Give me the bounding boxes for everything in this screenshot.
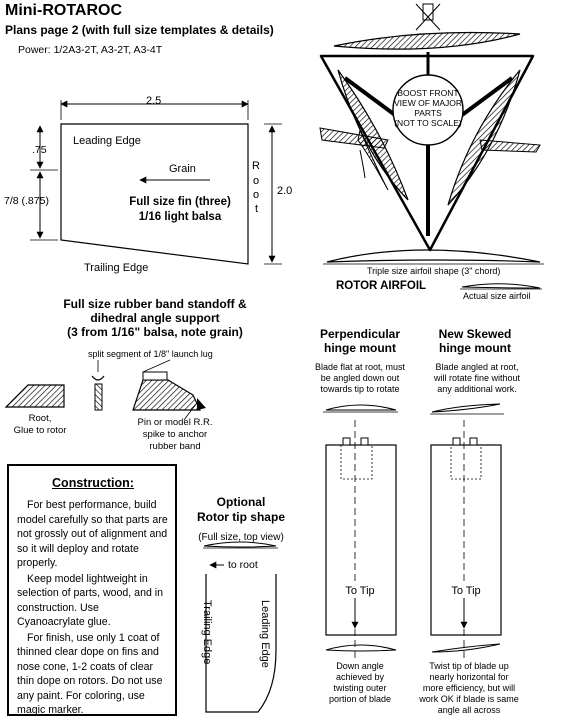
- fin-trailing-edge: Trailing Edge: [84, 262, 149, 274]
- skewed-hinge-drawing: [430, 403, 504, 660]
- fin-template: [30, 100, 282, 265]
- perp-bottom-line: achieved by: [335, 672, 385, 682]
- standoff-detail: [4, 359, 206, 421]
- standoff-pin-line: Pin or model R.R.: [137, 417, 213, 428]
- perp-desc-line: be angled down out: [320, 373, 400, 383]
- rotor-tip-title-line: Rotor tip shape: [196, 510, 285, 524]
- skew-title-line: New Skewed: [438, 327, 512, 341]
- standoff-pin-line: spike to anchor: [142, 429, 208, 440]
- triple-airfoil: [326, 249, 541, 263]
- fin-height-dim: 2.0: [277, 185, 293, 197]
- skew-bottom-line: work OK if blade is same: [419, 694, 519, 704]
- fin-label-line1: Full size fin (three): [129, 196, 231, 208]
- rotor-tip-drawing: [203, 541, 278, 713]
- page-title: Mini-ROTAROC: [5, 2, 123, 19]
- rotor-tip-trailing-edge: Trailing Edge: [201, 600, 213, 665]
- fin-leading-edge: Leading Edge: [73, 135, 141, 147]
- rotor-tip-to-root: to root: [228, 559, 258, 571]
- page-subtitle: Plans page 2 (with full size templates &…: [5, 23, 274, 37]
- fin-dim-top: .75: [32, 144, 47, 156]
- fin-label-line2: 1/16 light balsa: [138, 211, 222, 223]
- construction-paragraph: For best performance, build model carefu…: [17, 499, 168, 569]
- airfoil-triple-label: Triple size airfoil shape (3" chord): [367, 266, 501, 276]
- airfoil-shapes: [323, 249, 544, 290]
- boost-center-circle: [392, 74, 464, 146]
- standoff-title-line: Full size rubber band standoff &: [63, 297, 247, 311]
- fin-outline: [60, 123, 249, 265]
- skew-bottom-line: Twist tip of blade up: [429, 661, 509, 671]
- standoff-title-line: (3 from 1/16" balsa, note grain): [67, 325, 243, 339]
- perp-title-line: Perpendicular: [319, 327, 401, 341]
- skew-to-tip: To Tip: [436, 585, 496, 598]
- boost-view-line: VIEW OF MAJOR: [394, 98, 462, 108]
- fin-root-letter: t: [255, 203, 259, 215]
- fin-grain-label: Grain: [169, 163, 196, 175]
- fin-root-letter: R: [252, 160, 260, 172]
- airfoil-actual-label: Actual size airfoil: [463, 291, 531, 301]
- standoff-pin-line: rubber band: [149, 441, 201, 452]
- perp-bottom-line: Down angle: [336, 661, 384, 671]
- fin-root-letter: o: [253, 175, 260, 187]
- fin-width-dim: 2.5: [146, 95, 162, 107]
- skew-bottom-line: nearly horizontal for: [429, 672, 509, 682]
- rotor-tip-leading-edge: Leading Edge: [259, 600, 271, 668]
- skew-bottom-line: angle all across: [437, 705, 501, 715]
- perp-bottom-line: twisting outer: [333, 683, 387, 693]
- perp-to-tip: To Tip: [330, 585, 390, 598]
- airfoil-title: ROTOR AIRFOIL: [336, 280, 427, 292]
- skew-desc-line: Blade angled at root,: [435, 362, 519, 372]
- standoff-split-label: split segment of 1/8" launch lug: [88, 349, 213, 359]
- skew-desc-line: any additional work.: [437, 384, 517, 394]
- boost-view-line: (NOT TO SCALE): [394, 118, 462, 128]
- skew-desc-line: will rotate fine without: [433, 373, 521, 383]
- standoff-title-line: dihedral angle support: [90, 311, 220, 325]
- rotor-tip-title-line: Optional: [216, 495, 266, 509]
- construction-paragraph: Keep model lightweight in selection of p…: [17, 572, 164, 629]
- perp-desc-line: Blade flat at root, must: [314, 362, 406, 372]
- perp-bottom-line: portion of blade: [328, 694, 392, 704]
- boost-view-line: PARTS: [414, 108, 442, 118]
- construction-paragraph: For finish, use only 1 coat of thinned c…: [17, 631, 163, 717]
- standoff-root-line: Root,: [28, 413, 52, 424]
- rotor-tip-subtitle: (Full size, top view): [198, 532, 284, 543]
- standoff-root-shape: [4, 384, 65, 408]
- standoff-mounted-shape: [132, 379, 201, 411]
- construction-box: Construction: For best performance, buil…: [7, 464, 177, 716]
- perpendicular-hinge-drawing: [323, 404, 398, 660]
- fin-dim-bottom: 7/8 (.875): [4, 195, 49, 207]
- rotor-tip-outline: [205, 574, 277, 713]
- standoff-root-line: Glue to rotor: [13, 425, 67, 436]
- perp-desc-line: towards tip to rotate: [320, 384, 400, 394]
- boost-view-line: BOOST FRONT: [397, 88, 459, 98]
- construction-heading: Construction:: [52, 476, 134, 490]
- skew-title-line: hinge mount: [439, 341, 511, 355]
- skew-blade: [430, 444, 502, 636]
- actual-airfoil: [461, 283, 541, 289]
- fin-root-letter: o: [253, 189, 260, 201]
- perp-title-line: hinge mount: [324, 341, 396, 355]
- boost-front-view: [319, 3, 541, 252]
- power-text: Power: 1/2A3-2T, A3-2T, A3-4T: [18, 44, 163, 56]
- skew-bottom-line: more efficiency, but will: [422, 683, 516, 693]
- perp-blade: [325, 444, 397, 636]
